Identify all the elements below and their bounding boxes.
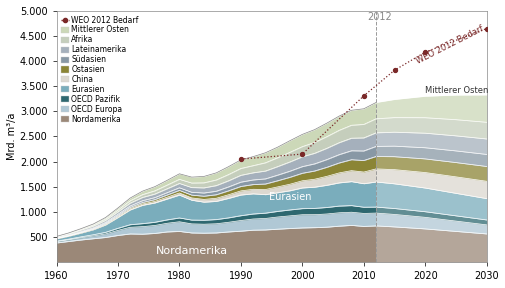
Text: Mittlerer Osten: Mittlerer Osten <box>424 86 488 95</box>
Text: WEO 2012 Bedarf: WEO 2012 Bedarf <box>414 24 484 66</box>
Y-axis label: Mrd. m³/a: Mrd. m³/a <box>7 113 17 160</box>
Point <box>359 94 367 98</box>
Point <box>390 68 398 73</box>
Point <box>236 157 244 161</box>
Point <box>420 50 428 54</box>
Text: 2012: 2012 <box>366 12 391 22</box>
Text: Nordamerika: Nordamerika <box>156 246 227 256</box>
Point <box>298 152 306 156</box>
Legend: WEO 2012 Bedarf, Mittlerer Osten, Afrika, Lateinamerika, Südasien, Ostasien, Chi: WEO 2012 Bedarf, Mittlerer Osten, Afrika… <box>60 15 139 124</box>
Text: Eurasien: Eurasien <box>268 192 311 202</box>
Point <box>482 26 490 31</box>
